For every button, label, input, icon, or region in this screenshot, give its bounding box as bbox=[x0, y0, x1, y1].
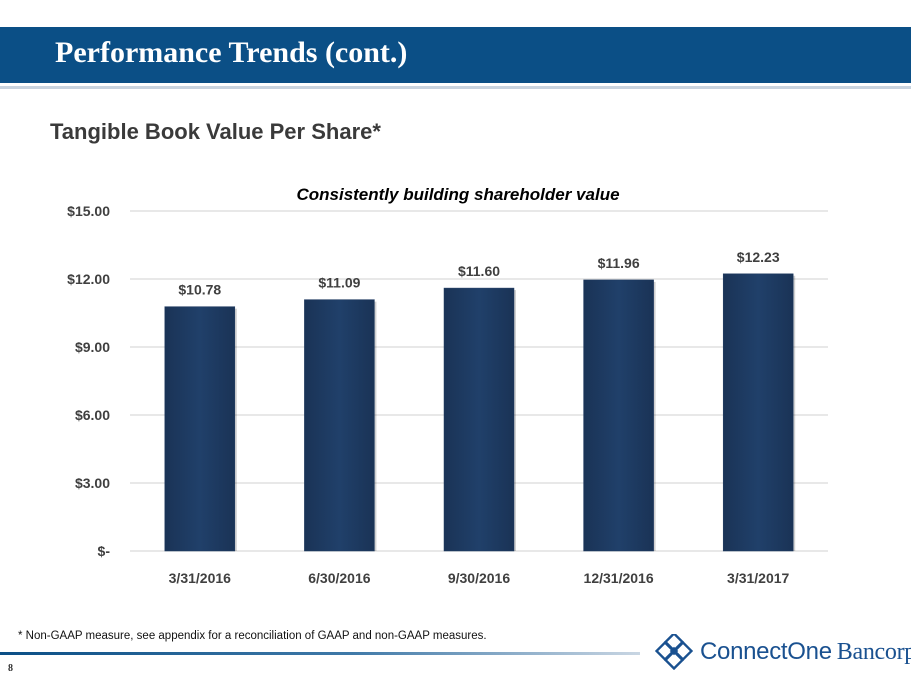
logo-word-connectone: ConnectOne bbox=[700, 638, 832, 665]
slide-subtitle: Tangible Book Value Per Share* bbox=[50, 119, 381, 144]
x-tick-label: 12/31/2016 bbox=[584, 570, 654, 586]
x-tick-label: 9/30/2016 bbox=[448, 570, 510, 586]
bar-1 bbox=[164, 306, 236, 552]
x-axis-ticks: 3/31/2016 6/30/2016 9/30/2016 12/31/2016 3/3… bbox=[169, 570, 790, 586]
y-axis-ticks: $- $3.00 $6.00 $9.00 $12.00 $15.00 bbox=[67, 203, 110, 559]
logo-word-bancorp: Bancorp bbox=[836, 639, 911, 665]
bar-5 bbox=[722, 273, 794, 552]
x-tick-label: 3/31/2017 bbox=[727, 570, 789, 586]
footnote: * Non-GAAP measure, see appendix for a r… bbox=[18, 630, 487, 642]
logo-diamond-icon bbox=[655, 634, 693, 670]
y-tick-label: $9.00 bbox=[75, 339, 110, 355]
logo-text: ConnectOne Bancorp bbox=[700, 638, 911, 666]
footer-line bbox=[0, 652, 640, 655]
title-bar: Performance Trends (cont.) bbox=[0, 27, 911, 83]
y-tick-label: $6.00 bbox=[75, 407, 110, 423]
company-logo: ConnectOne Bancorp bbox=[655, 632, 911, 672]
slide-title: Performance Trends (cont.) bbox=[55, 36, 408, 69]
title-underline bbox=[0, 86, 911, 89]
y-tick-label: $12.00 bbox=[67, 271, 110, 287]
y-tick-label: $- bbox=[98, 543, 111, 559]
y-tick-label: $15.00 bbox=[67, 203, 110, 219]
chart-title: Consistently building shareholder value bbox=[296, 185, 619, 204]
x-tick-label: 6/30/2016 bbox=[308, 570, 370, 586]
page-number: 8 bbox=[8, 663, 13, 674]
bar-2 bbox=[304, 299, 375, 552]
bar-3 bbox=[443, 287, 515, 552]
x-tick-label: 3/31/2016 bbox=[169, 570, 231, 586]
y-tick-label: $3.00 bbox=[75, 475, 110, 491]
data-label: $11.96 bbox=[598, 255, 640, 271]
data-label: $12.23 bbox=[737, 249, 780, 265]
data-label: $10.78 bbox=[178, 282, 221, 298]
data-label: $11.09 bbox=[318, 275, 360, 291]
bar-4 bbox=[583, 279, 654, 552]
data-labels: $10.78 $11.09 $11.60 $11.96 $12.23 bbox=[178, 249, 779, 298]
bars bbox=[164, 273, 796, 552]
data-label: $11.60 bbox=[458, 263, 500, 279]
